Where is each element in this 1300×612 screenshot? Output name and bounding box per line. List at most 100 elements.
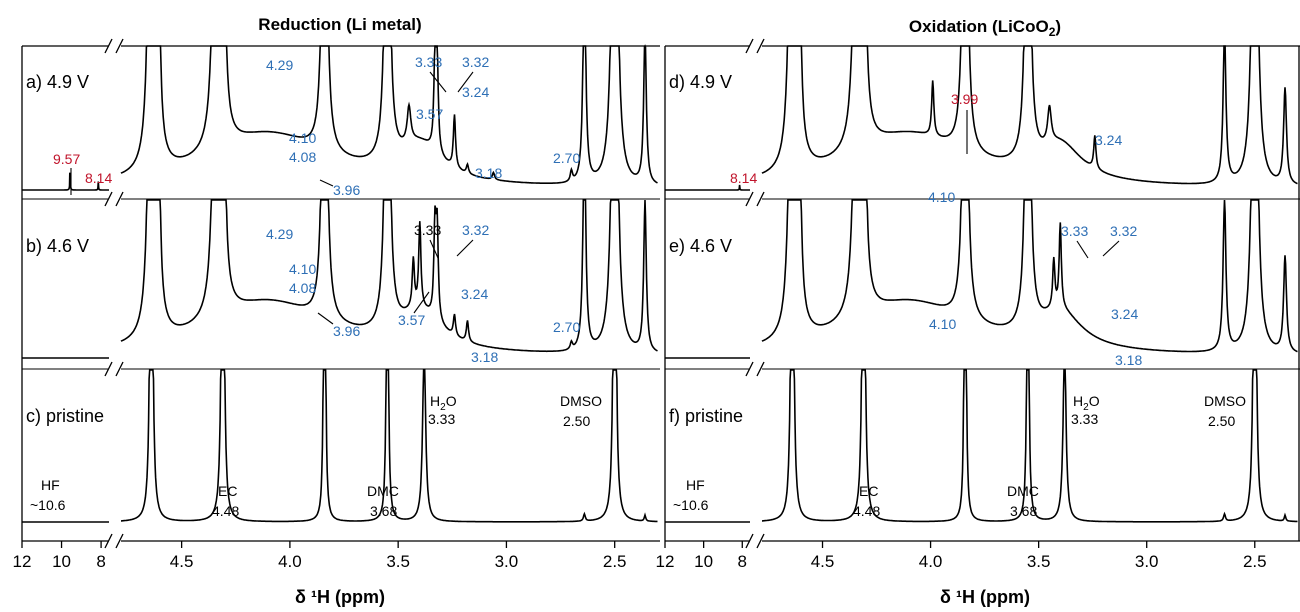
peak-annotation: DMSO [1204,393,1246,409]
peak-annotation: DMSO [560,393,602,409]
peak-annotation: 9.57 [53,151,80,167]
spectrum-trace [120,44,658,184]
annotation-leader [1102,240,1120,257]
annotation-leader [1076,240,1089,259]
peak-annotation: 3.68 [370,503,397,519]
peak-annotation: 3.24 [1095,132,1122,148]
annotation-leader [317,312,334,325]
x-tick-label: 2.5 [603,552,627,571]
peak-annotation: 4.10 [289,130,316,146]
panel-label: c) pristine [26,406,104,426]
annotation-leader [413,291,430,314]
axis-break-mark [756,191,765,207]
x-tick-label: 2.5 [1243,552,1267,571]
peak-annotation: HF [686,477,705,493]
annotation-leader [429,239,439,259]
x-tick-label: 3.5 [1027,552,1051,571]
peak-annotation: 4.08 [289,149,316,165]
x-tick-label: 8 [738,552,747,571]
x-tick-label: 8 [96,552,105,571]
peak-annotation: 2.50 [563,413,590,429]
peak-annotation: 3.96 [333,182,360,198]
peak-annotation: 4.29 [266,57,293,73]
axis-break-mark [745,38,754,54]
annotation-leader [457,71,474,93]
panel-label: b) 4.6 V [26,236,89,256]
x-tick-label: 4.5 [811,552,835,571]
x-tick-label: 4.0 [278,552,302,571]
peak-annotation: 4.48 [212,503,239,519]
x-tick-label: 10 [694,552,713,571]
panel-label: e) 4.6 V [669,236,732,256]
spectrum-trace [120,199,658,353]
axis-break-mark [104,38,113,54]
h2o-o: O [446,393,457,409]
peak-annotation: 8.14 [730,170,757,186]
left-column-title: Reduction (Li metal) [258,15,421,34]
peak-annotation: HF [41,477,60,493]
plot-area: 12 10 8 4.5 4.0 3.5 3.0 2.5 12 10 8 4.5 4.0 3.5 3.0 2.5… [13,38,1300,571]
right-column-title: Oxidation (LiCoO2) [909,17,1061,39]
peak-annotation: 3.68 [1010,503,1037,519]
axis-break-mark [756,38,765,54]
peak-annotation: 3.18 [1115,352,1142,368]
h2o-o: O [1089,393,1100,409]
x-axis-label-left: δ ¹H (ppm) [295,587,385,607]
peak-annotation: ~10.6 [30,497,66,513]
h2o-label: H2O [1073,393,1100,413]
spectrum-trace [121,369,658,523]
peak-annotation: 4.10 [929,316,956,332]
x-tick-label: 3.5 [386,552,410,571]
axis-break-mark [745,191,754,207]
peak-annotation: 2.50 [1208,413,1235,429]
h2o-subscript: 2 [1083,402,1089,413]
spectrum-trace [761,199,1298,353]
axis-break-mark [104,191,113,207]
x-tick-label: 12 [656,552,675,571]
peak-annotation: 8.14 [85,170,112,186]
axis-break-mark [115,191,124,207]
peak-annotation: DMC [1007,483,1039,499]
right-title-end: ) [1055,17,1061,36]
x-tick-label: 3.0 [1135,552,1159,571]
peak-annotation: 2.70 [553,150,580,166]
peak-annotation: 3.24 [1111,306,1138,322]
peak-annotation: DMC [367,483,399,499]
spectrum-trace [22,172,109,191]
x-axis-label-right: δ ¹H (ppm) [940,587,1030,607]
axis-break-mark [745,533,754,549]
peak-annotation: 3.18 [475,165,502,181]
peak-annotation: 3.33 [415,54,442,70]
x-tick-label: 4.5 [170,552,194,571]
axis-break-mark [115,533,124,549]
h2o-subscript: 2 [440,402,446,413]
spectrum-trace [761,45,1298,185]
peak-annotation: 3.18 [471,349,498,365]
x-tick-label: 10 [52,552,71,571]
annotation-leader [319,179,334,187]
peak-annotation: 3.33 [1071,411,1098,427]
axis-break-mark [104,361,113,377]
peak-annotation: 3.24 [461,286,488,302]
peak-annotation: 3.32 [462,222,489,238]
panel-label: d) 4.9 V [669,72,732,92]
peak-annotation: 3.33 [1061,223,1088,239]
peak-annotation: 3.99 [951,91,978,107]
peak-annotation: EC [859,483,878,499]
peak-annotation: 3.24 [462,84,489,100]
axis-break-mark [756,361,765,377]
peak-annotation: EC [218,483,237,499]
annotation-leader [429,71,447,93]
x-tick-label: 4.0 [919,552,943,571]
peak-annotation: 3.96 [333,323,360,339]
right-title-sub: 2 [1049,25,1056,39]
peak-annotation: 4.10 [289,261,316,277]
axis-break-mark [104,533,113,549]
peak-annotation: 3.57 [416,106,443,122]
peak-annotation: 4.29 [266,226,293,242]
peak-annotation: 4.10 [928,189,955,205]
peak-annotation: 4.48 [853,503,880,519]
panel-label: a) 4.9 V [26,72,89,92]
panel-label: f) pristine [669,406,743,426]
